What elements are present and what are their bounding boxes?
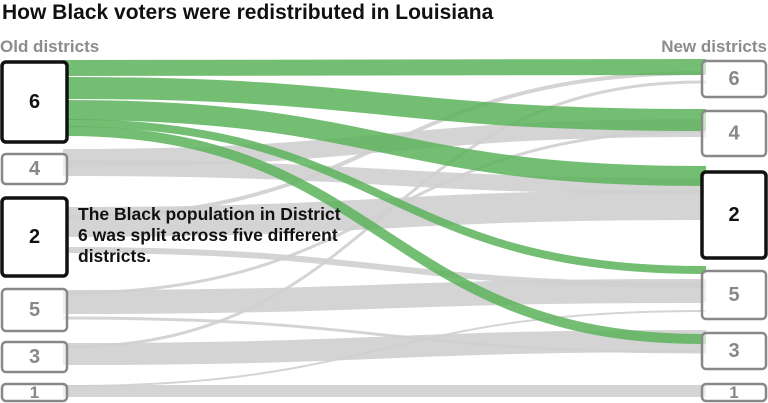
new-district-2: 2	[700, 170, 768, 260]
old-district-1-box	[0, 382, 69, 403]
old-district-6-number: 6	[29, 91, 40, 113]
flow-3-to-6	[63, 80, 706, 349]
new-district-1-number: 1	[729, 383, 738, 402]
flow-5-to-5	[63, 279, 706, 314]
flow-4-to-2	[63, 160, 706, 194]
new-district-4-box	[700, 109, 768, 158]
old-district-5-number: 5	[29, 299, 40, 321]
new-district-2-number: 2	[728, 204, 739, 226]
old-district-2-number: 2	[29, 226, 40, 248]
old-district-4-number: 4	[29, 158, 41, 180]
old-district-2: 2	[0, 196, 69, 278]
old-district-1-number: 1	[30, 383, 39, 402]
old-district-3: 3	[0, 340, 69, 374]
new-district-6: 6	[700, 59, 768, 99]
new-district-3-number: 3	[728, 340, 739, 362]
annotation-text: The Black population in District 6 was s…	[78, 204, 341, 266]
new-district-1-box	[700, 382, 768, 403]
highlight-flow-6-to-4	[63, 77, 706, 131]
new-district-3: 3	[700, 331, 768, 371]
highlight-flow-6-to-5	[63, 119, 706, 274]
flow-links	[63, 59, 706, 398]
old-district-3-number: 3	[29, 346, 40, 368]
highlight-flow-6-to-2	[63, 100, 706, 186]
flow-5-to-4	[63, 129, 706, 295]
old-district-3-box	[0, 340, 69, 374]
new-district-6-box	[700, 59, 768, 99]
flow-1-to-5	[63, 310, 706, 387]
new-district-5-number: 5	[728, 284, 739, 306]
chart-title: How Black voters were redistributed in L…	[2, 1, 494, 24]
new-district-2-box	[700, 170, 768, 260]
old-district-5: 5	[0, 287, 69, 333]
old-district-4: 4	[0, 152, 69, 186]
old-district-2-box	[0, 196, 69, 278]
highlight-flow-6-to-3	[63, 126, 706, 344]
new-district-1: 1	[700, 382, 768, 403]
old-districts-label: Old districts	[0, 37, 100, 56]
new-district-4: 4	[700, 109, 768, 158]
new-district-3-box	[700, 331, 768, 371]
old-district-6: 6	[0, 60, 69, 144]
old-district-1: 1	[0, 382, 69, 403]
old-district-6-box	[0, 60, 69, 144]
new-district-5: 5	[700, 269, 768, 321]
new-district-5-box	[700, 269, 768, 321]
new-district-6-number: 6	[728, 68, 739, 90]
old-district-5-box	[0, 287, 69, 333]
new-district-4-number: 4	[728, 123, 740, 145]
highlight-flow-6-to-6	[63, 59, 706, 76]
old-district-4-box	[0, 152, 69, 186]
district-nodes: 6 4 2 5 3 1 6 4 2 5 3 1	[0, 59, 768, 403]
new-districts-label: New districts	[661, 37, 767, 56]
